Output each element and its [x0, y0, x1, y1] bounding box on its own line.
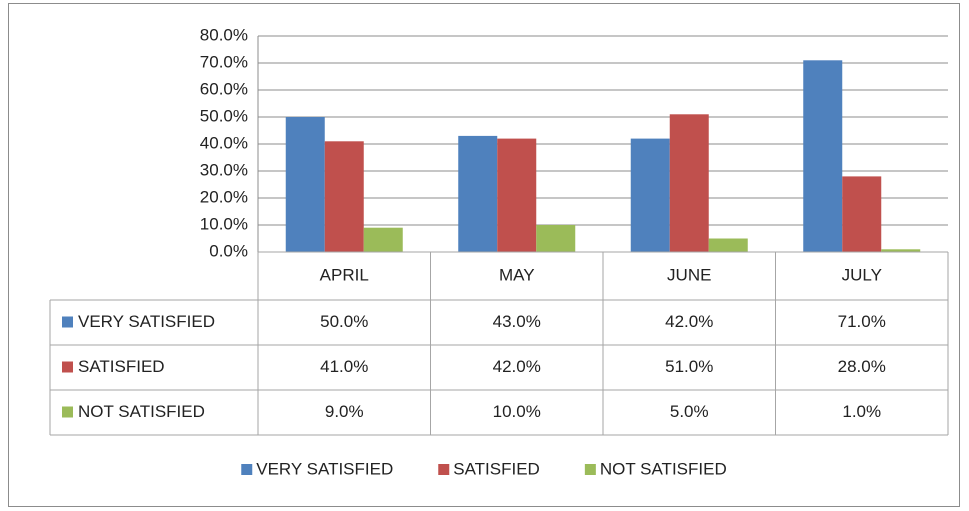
table-row-label: VERY SATISFIED: [78, 312, 215, 331]
legend-key: [241, 464, 253, 475]
table-cell: 71.0%: [838, 312, 886, 331]
table-cell: 28.0%: [838, 357, 886, 376]
bar: [803, 60, 843, 252]
table-cell: 51.0%: [665, 357, 713, 376]
table-cell: 10.0%: [493, 402, 541, 421]
bar: [324, 141, 364, 252]
y-tick-label: 30.0%: [200, 160, 248, 179]
x-tick-label: APRIL: [320, 265, 369, 284]
bar: [285, 117, 325, 252]
y-tick-label: 10.0%: [200, 214, 248, 233]
table-cell: 50.0%: [320, 312, 368, 331]
table-row-label: NOT SATISFIED: [78, 402, 205, 421]
y-tick-label: 20.0%: [200, 187, 248, 206]
table-cell: 9.0%: [325, 402, 364, 421]
bar: [630, 138, 670, 252]
table-cell: 43.0%: [493, 312, 541, 331]
table-row-label: SATISFIED: [78, 357, 165, 376]
y-tick-label: 50.0%: [200, 106, 248, 125]
table-cell: 5.0%: [670, 402, 709, 421]
y-tick-label: 70.0%: [200, 52, 248, 71]
table-cell: 1.0%: [842, 402, 881, 421]
x-tick-label: JULY: [842, 265, 882, 284]
legend-key: [438, 464, 450, 475]
y-tick-label: 60.0%: [200, 79, 248, 98]
bar: [842, 176, 882, 252]
x-tick-label: MAY: [499, 265, 535, 284]
table-cell: 42.0%: [665, 312, 713, 331]
legend-key: [584, 464, 596, 475]
bar: [708, 238, 748, 252]
y-tick-label: 0.0%: [209, 241, 248, 260]
legend-label: VERY SATISFIED: [256, 459, 393, 478]
bar: [497, 138, 537, 252]
bar: [458, 135, 498, 252]
bar: [881, 249, 921, 252]
table-legend-key: [62, 316, 73, 328]
bar: [536, 225, 576, 252]
chart-frame: [8, 3, 960, 507]
bar: [669, 114, 709, 252]
y-tick-label: 80.0%: [200, 25, 248, 44]
bar: [363, 227, 403, 252]
y-tick-label: 40.0%: [200, 133, 248, 152]
legend-label: SATISFIED: [453, 459, 540, 478]
table-cell: 42.0%: [493, 357, 541, 376]
legend-label: NOT SATISFIED: [600, 459, 727, 478]
x-tick-label: JUNE: [667, 265, 711, 284]
table-legend-key: [62, 361, 73, 373]
table-legend-key: [62, 406, 73, 418]
table-cell: 41.0%: [320, 357, 368, 376]
